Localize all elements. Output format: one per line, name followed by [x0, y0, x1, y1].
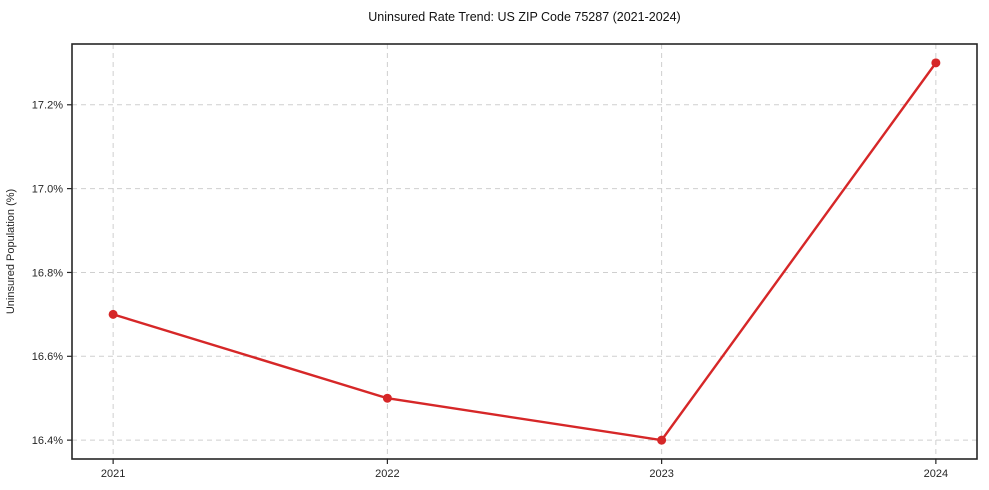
data-point-2021 — [108, 309, 118, 319]
y-tick-label: 16.6% — [32, 351, 63, 363]
y-axis-label: Uninsured Population (%) — [5, 189, 17, 314]
data-point-2022 — [382, 393, 392, 403]
y-tick-label: 17.0% — [32, 183, 63, 195]
y-tick-label: 16.8% — [32, 267, 63, 279]
x-tick-label: 2021 — [101, 468, 125, 480]
y-tick-label: 16.4% — [32, 435, 63, 447]
chart-title: Uninsured Rate Trend: US ZIP Code 75287 … — [368, 10, 680, 24]
plot-area: 16.4% 16.6% 16.8% 17.0% 17.2% 2021 2022 2023 202… — [32, 43, 978, 480]
x-tick-label: 2024 — [924, 468, 948, 480]
plot-border — [71, 43, 978, 460]
y-tick-label: 17.2% — [32, 100, 63, 112]
trend-line — [111, 61, 938, 442]
x-tick-label: 2023 — [649, 468, 673, 480]
x-tick-label: 2022 — [375, 468, 399, 480]
data-point-2023 — [657, 435, 667, 445]
data-point-2024 — [931, 58, 941, 68]
